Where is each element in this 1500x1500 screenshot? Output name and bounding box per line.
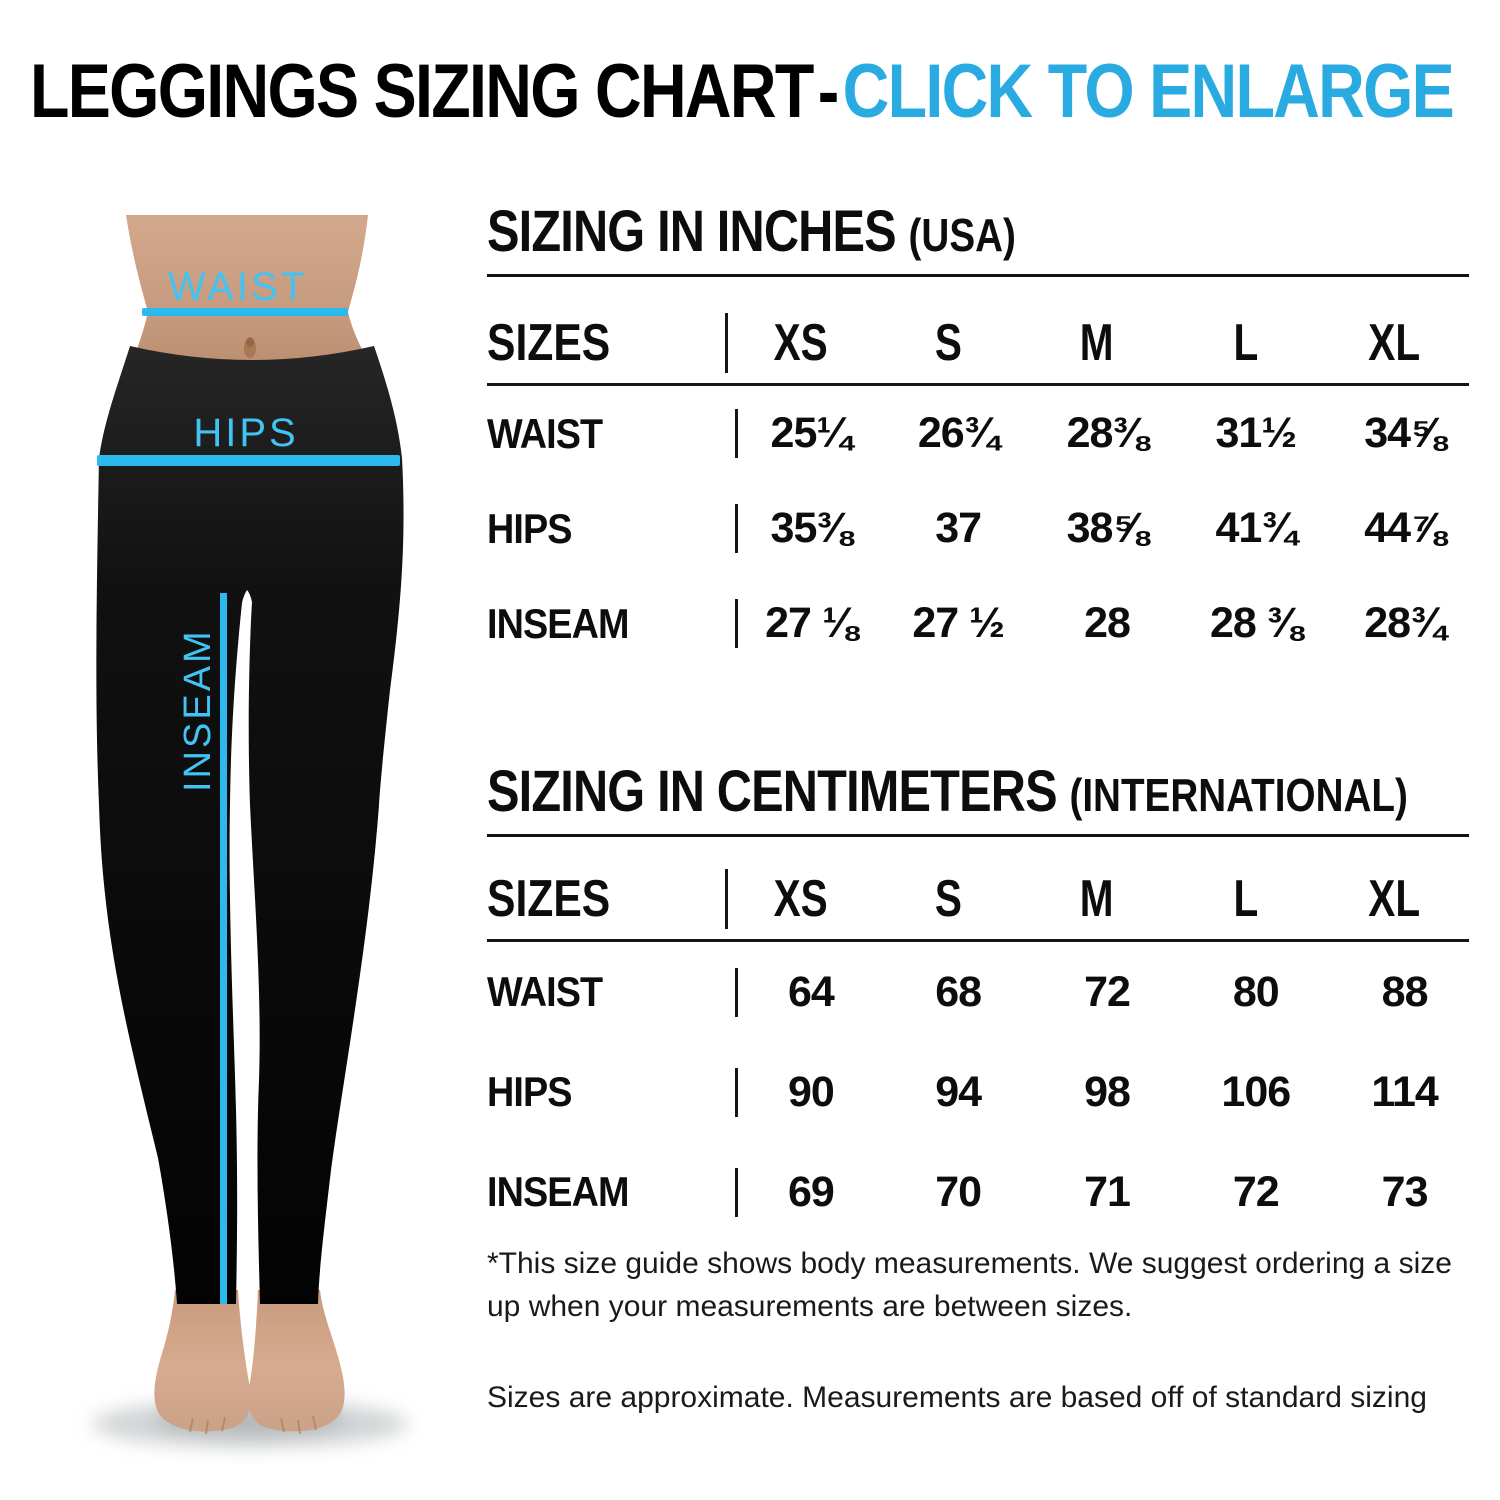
cell-value: 64 — [735, 967, 884, 1017]
column-header-m: M — [1080, 313, 1114, 372]
column-header-xl: XL — [1368, 869, 1421, 928]
row-label: WAIST — [487, 968, 603, 1015]
cell-value: 106 — [1221, 1067, 1291, 1116]
cell-value: 27 ⅛ — [735, 599, 884, 648]
feet — [154, 1290, 345, 1435]
cell-value: 114 — [1371, 1067, 1438, 1116]
row-label: WAIST — [487, 409, 603, 457]
cell-value: 44⅞ — [1364, 504, 1446, 552]
cell-value: 71 — [1084, 1167, 1131, 1216]
column-header-l: L — [1233, 869, 1259, 928]
cm-heading-suffix: (INTERNATIONAL) — [1069, 769, 1408, 821]
cm-hips-row: HIPS 90 94 98 106 114 — [487, 1042, 1469, 1142]
row-label: HIPS — [487, 504, 573, 552]
inseam-line — [220, 593, 227, 1304]
cm-inseam-row: INSEAM 69 70 71 72 73 — [487, 1142, 1469, 1242]
cell-value: 28⅜ — [1066, 409, 1149, 457]
cell-value: 68 — [935, 967, 982, 1016]
leggings — [96, 346, 404, 1304]
inches-section-heading: SIZING IN INCHES (USA) — [487, 198, 1016, 265]
cm-section-heading: SIZING IN CENTIMETERS (INTERNATIONAL) — [487, 758, 1408, 825]
cm-heading-underline — [487, 834, 1469, 837]
cell-value: 94 — [935, 1067, 982, 1116]
waist-line — [142, 308, 348, 316]
column-header-xs: XS — [725, 868, 874, 929]
cm-header-row: SIZES XS S M L XL — [487, 858, 1469, 942]
cell-value: 38⅝ — [1066, 504, 1149, 552]
column-header-xs: XS — [725, 312, 874, 373]
measurement-overlays: WAIST HIPS INSEAM — [97, 265, 400, 1304]
hips-label: HIPS — [193, 411, 298, 455]
row-label: HIPS — [487, 1068, 573, 1115]
inches-heading-suffix: (USA) — [908, 209, 1016, 261]
inches-heading-underline — [487, 274, 1469, 277]
torso — [124, 215, 380, 382]
cell-value: 37 — [935, 504, 982, 552]
cell-value: 72 — [1084, 967, 1131, 1016]
footnote-approximate: Sizes are approximate. Measurements are … — [487, 1381, 1427, 1414]
cell-value: 28¾ — [1364, 599, 1446, 647]
cell-value: 80 — [1232, 967, 1280, 1016]
inches-header-row: SIZES XS S M L XL — [487, 302, 1469, 386]
column-header-sizes: SIZES — [487, 869, 611, 928]
cell-value: 90 — [735, 1067, 884, 1117]
page-title-main: LEGGINGS SIZING CHART — [30, 49, 814, 134]
column-header-l: L — [1233, 313, 1259, 372]
cell-value: 35⅜ — [735, 504, 884, 553]
cm-heading-text: SIZING IN CENTIMETERS — [487, 759, 1058, 824]
inches-hips-row: HIPS 35⅜ 37 38⅝ 41¾ 44⅞ — [487, 481, 1469, 576]
click-to-enlarge-link[interactable]: CLICK TO ENLARGE — [842, 49, 1455, 134]
column-header-m: M — [1080, 869, 1114, 928]
row-label: INSEAM — [487, 1168, 630, 1215]
leggings-model-figure: WAIST HIPS INSEAM — [92, 215, 408, 1448]
cell-value: 28 ⅜ — [1209, 599, 1303, 647]
cell-value: 31½ — [1215, 409, 1297, 457]
column-header-xl: XL — [1368, 313, 1421, 372]
cell-value: 27 ½ — [912, 599, 1005, 647]
inches-inseam-row: INSEAM 27 ⅛ 27 ½ 28 28 ⅜ 28¾ — [487, 576, 1469, 671]
cell-value: 34⅝ — [1364, 409, 1446, 457]
title-separator: - — [817, 49, 840, 134]
cell-value: 70 — [935, 1167, 982, 1216]
column-header-s: S — [934, 869, 962, 928]
column-header-s: S — [934, 313, 962, 372]
cell-value: 28 — [1084, 599, 1131, 647]
cm-sizing-table: SIZES XS S M L XL WAIST 64 68 72 80 88 H… — [487, 858, 1469, 1242]
page-title: LEGGINGS SIZING CHART-CLICK TO ENLARGE — [30, 48, 1455, 135]
inches-heading-text: SIZING IN INCHES — [487, 199, 897, 264]
cell-value: 72 — [1232, 1167, 1280, 1216]
inches-sizing-table: SIZES XS S M L XL WAIST 25¼ 26¾ 28⅜ 31½ … — [487, 302, 1469, 671]
cell-value: 41¾ — [1215, 504, 1297, 552]
cell-value: 98 — [1084, 1067, 1131, 1116]
inches-waist-row: WAIST 25¼ 26¾ 28⅜ 31½ 34⅝ — [487, 386, 1469, 481]
cm-waist-row: WAIST 64 68 72 80 88 — [487, 942, 1469, 1042]
column-header-sizes: SIZES — [487, 313, 611, 372]
waist-label: WAIST — [168, 265, 308, 309]
cell-value: 88 — [1381, 967, 1429, 1016]
hips-line — [97, 455, 400, 466]
cell-value: 69 — [735, 1167, 884, 1217]
footnote-size-guide: *This size guide shows body measurements… — [487, 1247, 1452, 1323]
row-label: INSEAM — [487, 599, 630, 647]
cell-value: 73 — [1381, 1167, 1429, 1216]
cell-value: 26¾ — [917, 409, 1000, 457]
cell-value: 25¼ — [735, 409, 884, 458]
toe-lines — [189, 1415, 317, 1435]
inseam-label: INSEAM — [177, 628, 219, 792]
